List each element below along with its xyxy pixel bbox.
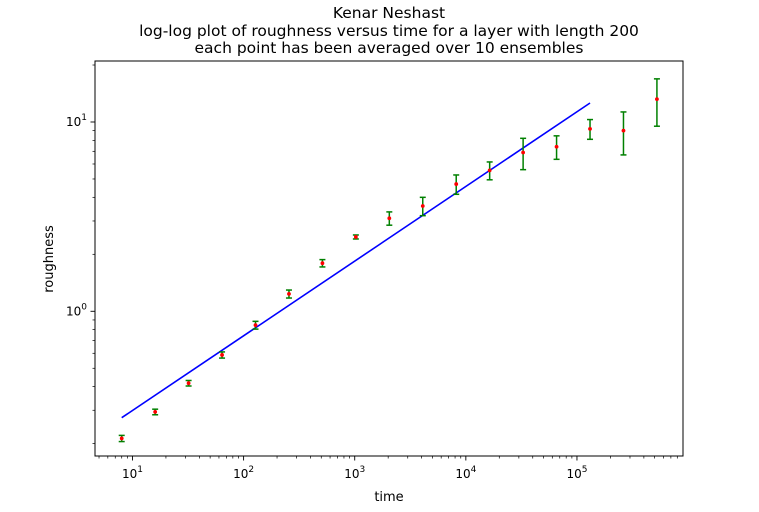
error-bar (152, 408, 159, 416)
x-tick-label: 103 (344, 465, 365, 481)
data-point (186, 381, 191, 386)
chart-title-line-2: log-log plot of roughness versus time fo… (139, 22, 639, 40)
chart-title-line-1: Kenar Neshast (333, 4, 445, 22)
ticks-layer: 101 102 103 104 105 100 101 (66, 64, 678, 481)
error-bar (386, 211, 393, 226)
error-bar (419, 196, 426, 217)
data-point (287, 292, 291, 296)
y-axis-label: roughness (42, 225, 57, 293)
data-point (253, 323, 258, 328)
error-bar (352, 234, 359, 240)
error-bar (319, 258, 326, 268)
x-axis-label: time (374, 490, 403, 505)
x-tick-label: 104 (455, 465, 476, 481)
data-point (220, 353, 224, 357)
error-bar (252, 320, 259, 330)
data-point (387, 216, 392, 221)
fit-line-layer (121, 102, 591, 419)
data-point (153, 410, 158, 414)
error-bar (653, 78, 660, 127)
data-point (353, 235, 358, 239)
error-bar (486, 161, 493, 181)
error-bar (219, 351, 226, 359)
x-tick-label: 101 (122, 465, 143, 481)
data-point (487, 168, 492, 173)
y-tick-label: 100 (66, 302, 87, 318)
x-tick-label: 102 (233, 465, 254, 481)
error-bar (185, 379, 192, 387)
error-bar (285, 289, 292, 299)
data-point (320, 261, 325, 266)
error-bar (553, 135, 560, 161)
error-bar (118, 434, 125, 443)
data-point (521, 150, 526, 155)
data-point (588, 126, 592, 131)
data-point (454, 182, 459, 186)
y-tick-label: 101 (66, 113, 87, 129)
data-point (655, 97, 659, 102)
data-point (420, 204, 425, 208)
chart-title-line-3: each point has been averaged over 10 ens… (195, 39, 584, 57)
plot-area (95, 61, 683, 456)
error-bar (620, 111, 627, 156)
data-points-layer (118, 78, 660, 443)
data-point (554, 144, 559, 149)
error-bar (587, 118, 594, 141)
data-point (119, 436, 124, 441)
error-bar (453, 174, 460, 196)
x-tick-label: 105 (566, 465, 587, 481)
data-point (621, 128, 626, 133)
error-bar (520, 137, 527, 171)
plot-frame (94, 60, 684, 457)
fit-line (121, 102, 591, 419)
